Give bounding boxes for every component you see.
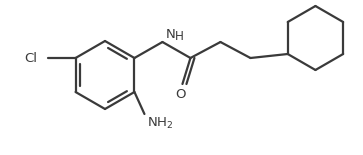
Text: H: H [175,29,183,42]
Text: N: N [166,27,175,40]
Text: O: O [175,88,186,100]
Text: Cl: Cl [25,51,37,64]
Text: NH$_2$: NH$_2$ [147,115,174,131]
